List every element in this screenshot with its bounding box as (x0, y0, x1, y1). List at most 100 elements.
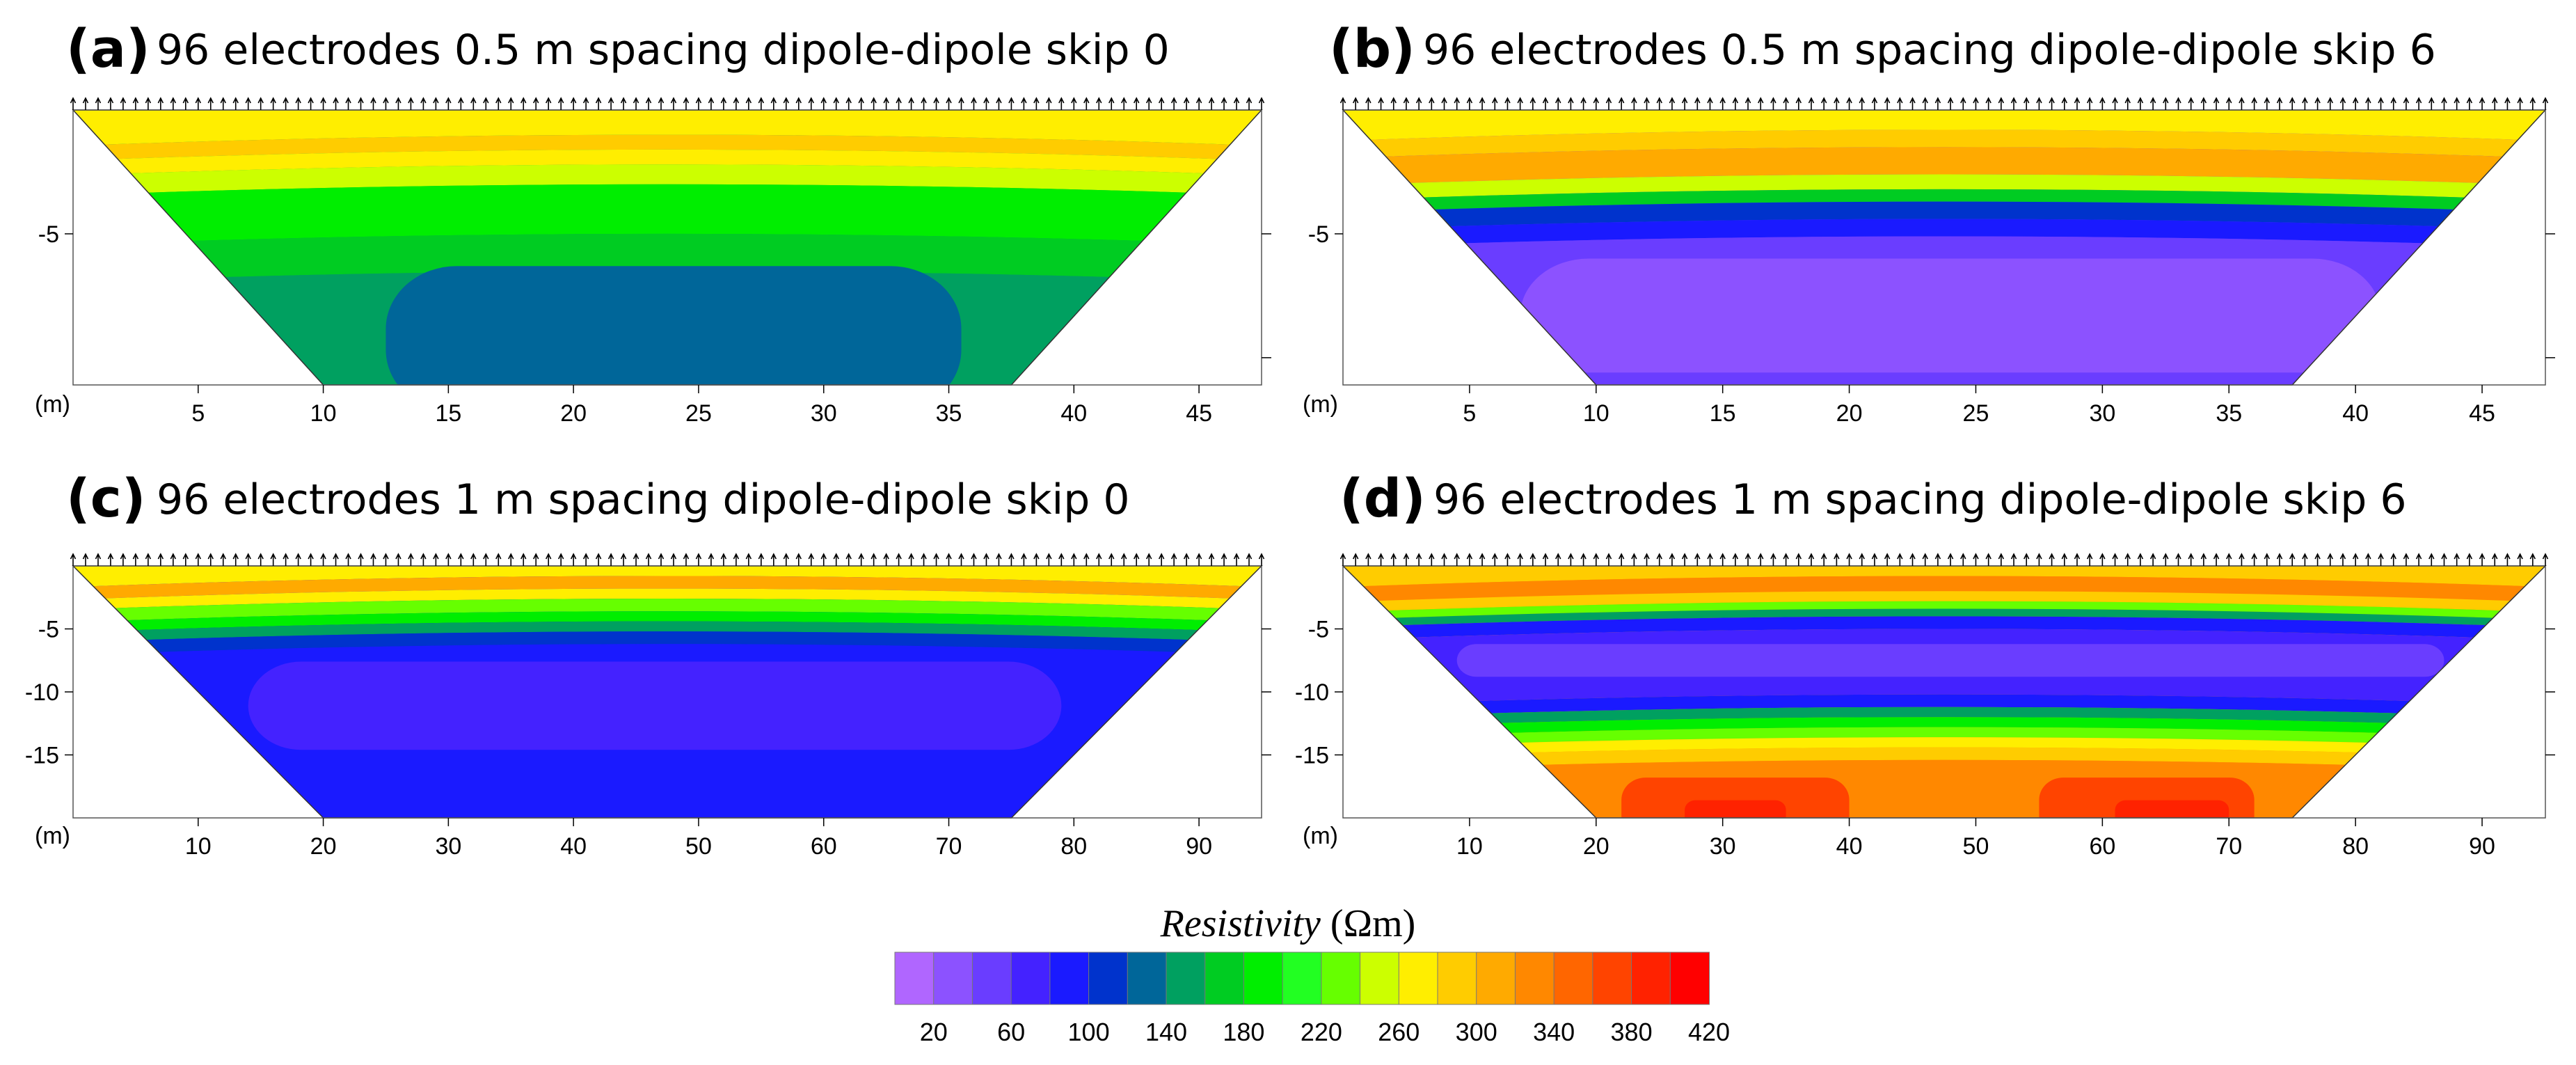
electrode-marker (1681, 553, 1688, 566)
electrode-marker (2137, 553, 2144, 566)
resistivity-anomaly (1456, 644, 2444, 677)
electrode-marker (207, 97, 214, 110)
electrode-marker (420, 553, 427, 566)
electrode-marker (1859, 97, 1865, 110)
electrode-marker (1605, 553, 1612, 566)
electrode-marker (795, 97, 802, 110)
electrode-marker (408, 553, 414, 566)
electrode-marker (1339, 553, 1346, 566)
electrode-markers (1339, 553, 2549, 566)
x-tick-label: 50 (1963, 833, 1989, 860)
electrode-marker (1542, 97, 1549, 110)
electrode-marker (2365, 97, 2371, 110)
electrode-marker (2251, 553, 2257, 566)
electrode-marker (607, 553, 614, 566)
resistivity-layer (1343, 608, 2545, 628)
x-tick-label: 10 (1583, 400, 1609, 427)
electrode-marker (2415, 97, 2422, 110)
resistivity-anomaly (1520, 258, 2381, 373)
x-tick-label: 80 (1060, 833, 1087, 860)
electrode-marker (195, 97, 202, 110)
electrode-marker (2213, 97, 2220, 110)
colorbar-swatch (1166, 952, 1206, 1005)
electrode-marker (395, 553, 401, 566)
colorbar-swatch (1010, 952, 1051, 1005)
electrode-marker (2086, 553, 2093, 566)
electrode-marker (533, 553, 539, 566)
electrode-marker (845, 97, 852, 110)
electrode-marker (1466, 553, 1473, 566)
electrode-marker (2542, 97, 2549, 110)
electrode-marker (1529, 97, 1536, 110)
electrode-marker (2276, 97, 2283, 110)
colorbar-tick-label: 220 (1301, 1018, 1342, 1046)
electrode-marker (170, 553, 177, 566)
y-tick-label: -10 (25, 679, 59, 706)
colorbar-swatch (1592, 952, 1632, 1005)
electrode-marker (157, 97, 164, 110)
electrode-marker (2086, 97, 2093, 110)
electrode-marker (2441, 97, 2447, 110)
x-tick-label: 5 (191, 400, 205, 427)
resistivity-anomaly (2115, 800, 2229, 818)
electrode-marker (1820, 553, 1827, 566)
y-tick-label: -15 (25, 743, 59, 769)
electrode-marker (1884, 553, 1891, 566)
electrode-marker (1046, 553, 1052, 566)
electrode-marker (1492, 553, 1498, 566)
electrode-marker (770, 97, 777, 110)
electrode-marker (483, 97, 489, 110)
electrode-marker (2428, 553, 2435, 566)
electrode-marker (1121, 553, 1127, 566)
electrode-marker (595, 553, 602, 566)
electrode-marker (1158, 553, 1165, 566)
electrode-marker (1352, 97, 1359, 110)
x-tick-label: 20 (1583, 833, 1609, 860)
electrode-marker (1631, 553, 1637, 566)
electrode-marker (2074, 97, 2081, 110)
electrode-marker (2492, 97, 2498, 110)
electrode-marker (1378, 97, 1384, 110)
electrode-marker (795, 553, 802, 566)
y-tick-label: -5 (38, 617, 59, 643)
resistivity-layer (1343, 747, 2545, 771)
electrode-marker (2024, 97, 2030, 110)
electrode-marker (1656, 97, 1662, 110)
x-tick-label: 15 (1710, 400, 1736, 427)
electrode-marker (983, 553, 989, 566)
electrode-marker (458, 97, 464, 110)
electrode-marker (245, 553, 251, 566)
electrode-marker (1096, 97, 1102, 110)
electrode-marker (2466, 97, 2473, 110)
colorbar-tick-label: 20 (920, 1018, 948, 1046)
colorbar-swatch (1282, 952, 1322, 1005)
electrode-marker (1555, 97, 1561, 110)
electrode-marker (2239, 553, 2245, 566)
electrode-marker (2428, 97, 2435, 110)
electrode-marker (1046, 97, 1052, 110)
electrode-marker (1021, 97, 1027, 110)
electrode-marker (683, 553, 690, 566)
electrode-marker (495, 97, 502, 110)
resistivity-layer (73, 110, 1262, 146)
electrode-marker (308, 553, 314, 566)
electrode-marker (2517, 553, 2523, 566)
electrode-marker (1934, 553, 1941, 566)
x-tick-label: 5 (1463, 400, 1476, 427)
electrode-marker (207, 553, 214, 566)
electrode-marker (295, 553, 301, 566)
electrode-marker (2049, 97, 2055, 110)
electrode-marker (1681, 97, 1688, 110)
electrode-marker (2302, 553, 2308, 566)
electrode-marker (1795, 97, 1802, 110)
colorbar-tick-label: 340 (1533, 1018, 1575, 1046)
electrode-marker (320, 97, 326, 110)
colorbar-swatch (1049, 952, 1090, 1005)
electrode-marker (2112, 97, 2118, 110)
electrode-marker (182, 553, 189, 566)
panel-label: (d) (1339, 467, 1426, 529)
electrode-marker (70, 553, 77, 566)
electrode-marker (908, 97, 914, 110)
electrode-markers (70, 97, 1265, 110)
electrode-marker (1580, 553, 1587, 566)
